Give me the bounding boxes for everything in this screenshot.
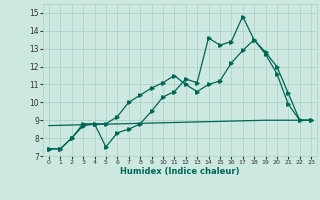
X-axis label: Humidex (Indice chaleur): Humidex (Indice chaleur) <box>120 167 240 176</box>
